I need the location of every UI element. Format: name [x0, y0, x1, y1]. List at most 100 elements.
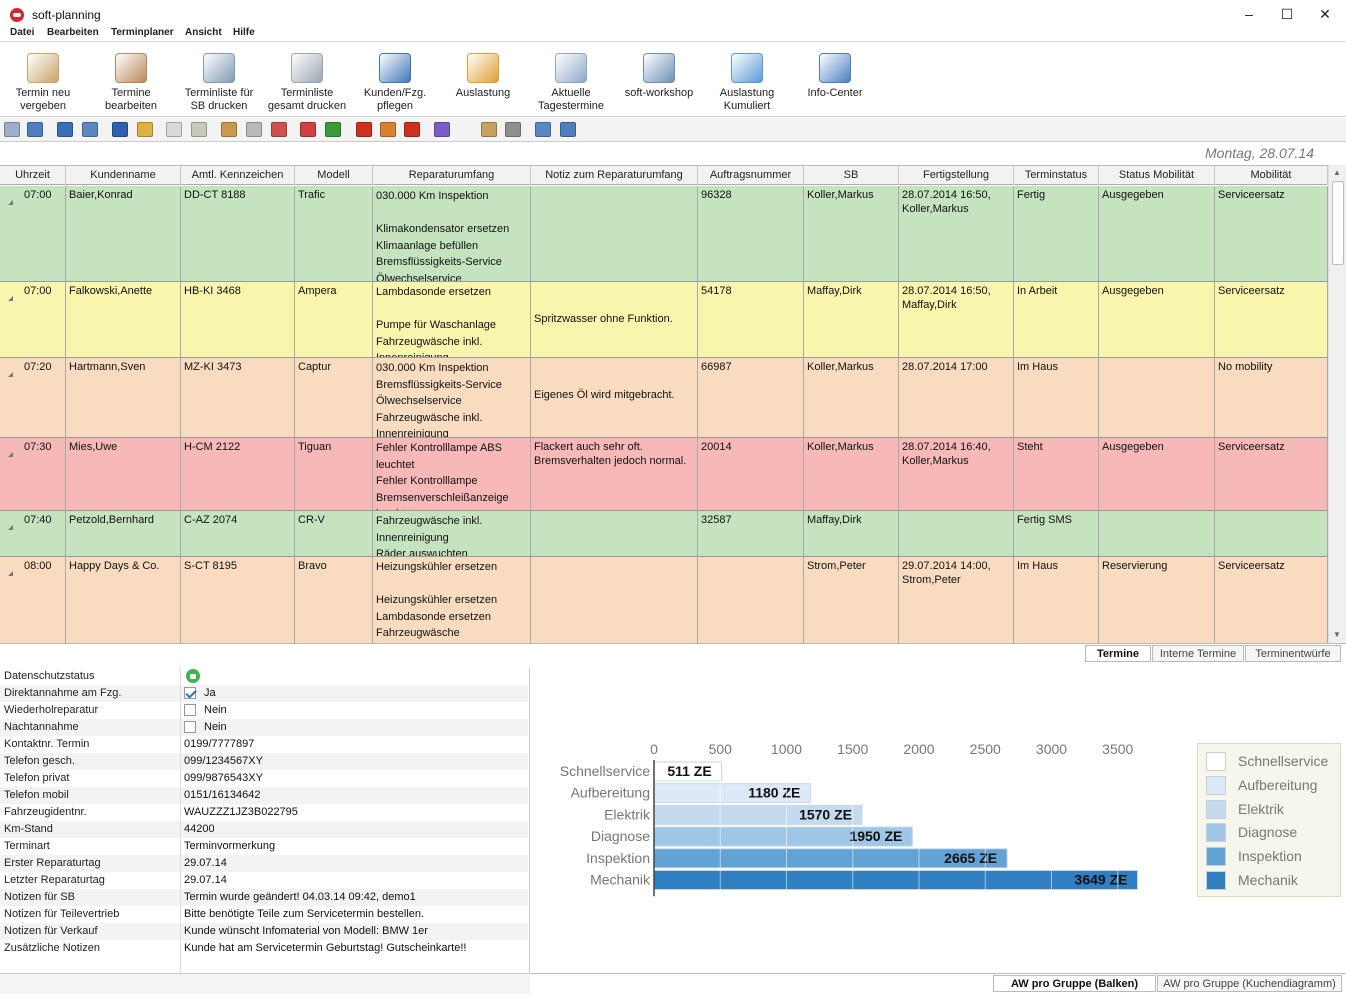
table-row[interactable]: 07:30 Mies,Uwe H-CM 2122 Tiguan Fehler Kontr…: [0, 438, 1328, 511]
copy-document-icon[interactable]: [191, 122, 207, 137]
home-icon[interactable]: [380, 122, 396, 137]
detail-label: Erster Reparaturtag: [4, 857, 101, 869]
table-row[interactable]: 07:00 Falkowski,Anette HB-KI 3468 Ampera Lam…: [0, 282, 1328, 358]
ribbon-button-4[interactable]: Kunden/Fzg. pflegen: [352, 49, 438, 115]
table-row[interactable]: 07:40 Petzold,Bernhard C-AZ 2074 CR-V Fahrze…: [0, 511, 1328, 557]
notes-icon[interactable]: [137, 122, 153, 137]
ribbon-button-6[interactable]: Aktuelle Tagestermine: [528, 49, 614, 115]
data-label: 511 ZE: [667, 763, 711, 779]
calendar-pen-icon: [27, 53, 59, 83]
arrow-left-icon[interactable]: [356, 122, 372, 137]
col-modell-header[interactable]: Modell: [295, 166, 373, 185]
table-row[interactable]: 07:20 Hartmann,Sven MZ-KI 3473 Captur 030.00…: [0, 358, 1328, 438]
detail-value: Nein: [204, 704, 227, 716]
col-sb-header[interactable]: SB: [804, 166, 899, 185]
word-export-icon[interactable]: [112, 122, 128, 137]
ribbon-button-9[interactable]: Info-Center: [792, 49, 878, 115]
col-modell-cell: Tiguan: [295, 438, 373, 510]
data-label: 1570 ZE: [799, 806, 852, 822]
gear-clock-icon: [643, 53, 675, 83]
col-kennzeichen-header[interactable]: Amtl. Kennzeichen: [181, 166, 295, 185]
table-row[interactable]: 08:00 Happy Days & Co. S-CT 8195 Bravo Heizu…: [0, 557, 1328, 643]
tab-terminentwuerfe[interactable]: Terminentwürfe: [1245, 645, 1341, 662]
col-reparaturumfang-cell: 030.000 Km Inspektion Klimakondensator e…: [373, 186, 531, 281]
scroll-down-icon[interactable]: ▼: [1333, 630, 1341, 639]
table-row[interactable]: 07:00 Baier,Konrad DD-CT 8188 Trafic 030.000…: [0, 186, 1328, 282]
row-expand-icon[interactable]: [8, 296, 13, 301]
date-bar: Montag, 28.07.14: [0, 143, 1346, 165]
ribbon-button-3[interactable]: Terminliste gesamt drucken: [264, 49, 350, 115]
approve-icon[interactable]: [325, 122, 341, 137]
import-icon[interactable]: [481, 122, 497, 137]
col-modell-cell: Bravo: [295, 557, 373, 643]
info-icon: [819, 53, 851, 83]
tab-termine[interactable]: Termine: [1085, 645, 1151, 662]
scroll-up-icon[interactable]: ▲: [1333, 168, 1341, 177]
col-sb-cell: Strom,Peter: [804, 557, 899, 643]
grid-vertical-scrollbar[interactable]: ▲ ▼: [1328, 165, 1346, 643]
col-kundenname-cell: Mies,Uwe: [66, 438, 181, 510]
row-expand-icon[interactable]: [8, 200, 13, 205]
menu-hilfe[interactable]: Hilfe: [233, 27, 255, 38]
window-icon[interactable]: [560, 122, 576, 137]
row-expand-icon[interactable]: [8, 525, 13, 530]
row-expand-icon[interactable]: [8, 571, 13, 576]
close-button[interactable]: ✕: [1319, 6, 1331, 22]
ribbon-button-1[interactable]: Termine bearbeiten: [88, 49, 174, 115]
x-tick-label: 500: [709, 741, 733, 757]
col-notiz-header[interactable]: Notiz zum Reparaturumfang: [531, 166, 698, 185]
col-kundenname-cell: Baier,Konrad: [66, 186, 181, 281]
bar-mechanik[interactable]: [653, 870, 1138, 890]
search-icon[interactable]: [82, 122, 98, 137]
ribbon-button-2[interactable]: Terminliste für SB drucken: [176, 49, 262, 115]
ribbon-button-label: Auslastung: [455, 87, 511, 99]
transfer-icon[interactable]: [505, 122, 521, 137]
detail-checkbox[interactable]: [184, 687, 196, 699]
col-mobilitaet-header[interactable]: Mobilität: [1215, 166, 1328, 185]
col-reparaturumfang-header[interactable]: Reparaturumfang: [373, 166, 531, 185]
col-terminstatus-header[interactable]: Terminstatus: [1014, 166, 1099, 185]
edit-document-icon[interactable]: [246, 122, 262, 137]
detail-label: Telefon gesch.: [4, 755, 75, 767]
minimize-button[interactable]: –: [1245, 6, 1253, 22]
col-status-mobilitaet-header[interactable]: Status Mobilität: [1099, 166, 1215, 185]
detail-label: Km-Stand: [4, 823, 53, 835]
send-icon[interactable]: [535, 122, 551, 137]
col-fertigstellung-header[interactable]: Fertigstellung: [899, 166, 1014, 185]
row-expand-icon[interactable]: [8, 372, 13, 377]
appointment-grid: Uhrzeit Kundenname Amtl. Kennzeichen Modell…: [0, 165, 1328, 643]
menu-bearbeiten[interactable]: Bearbeiten: [47, 27, 99, 38]
scrollbar-thumb[interactable]: [1332, 181, 1344, 265]
ribbon-button-label: Auslastung Kumuliert: [719, 87, 775, 112]
col-kundenname-header[interactable]: Kundenname: [66, 166, 181, 185]
ribbon-button-5[interactable]: Auslastung: [440, 49, 526, 115]
maximize-button[interactable]: ☐: [1280, 6, 1294, 22]
col-auftragsnummer-header[interactable]: Auftragsnummer: [698, 166, 804, 185]
col-uhrzeit-header[interactable]: Uhrzeit: [0, 166, 66, 185]
tab-aw-kuchendiagramm[interactable]: AW pro Gruppe (Kuchendiagramm): [1157, 975, 1342, 992]
tab-aw-balken[interactable]: AW pro Gruppe (Balken): [993, 975, 1156, 992]
print-preview-icon[interactable]: [4, 122, 20, 137]
col-mobilitaet-cell: Serviceersatz: [1215, 438, 1328, 510]
delete-document-icon[interactable]: [271, 122, 287, 137]
menu-terminplaner[interactable]: Terminplaner: [111, 27, 174, 38]
tab-interne-termine[interactable]: Interne Termine: [1152, 645, 1244, 662]
color-grid-icon[interactable]: [434, 122, 450, 137]
detail-horizontal-scrollbar[interactable]: [0, 973, 530, 994]
ribbon-button-7[interactable]: soft-workshop: [616, 49, 702, 115]
menu-ansicht[interactable]: Ansicht: [185, 27, 222, 38]
detail-checkbox[interactable]: [184, 704, 196, 716]
check-icon[interactable]: [300, 122, 316, 137]
arrow-right-icon[interactable]: [404, 122, 420, 137]
ribbon-button-label: Termine bearbeiten: [105, 87, 157, 112]
detail-checkbox[interactable]: [184, 721, 196, 733]
detail-row: Telefon gesch. 099/1234567XY: [0, 753, 528, 770]
calendar-view-icon[interactable]: [27, 122, 43, 137]
new-document-icon[interactable]: [166, 122, 182, 137]
row-expand-icon[interactable]: [8, 452, 13, 457]
filter-icon[interactable]: [57, 122, 73, 137]
ribbon-button-8[interactable]: Auslastung Kumuliert: [704, 49, 790, 115]
ribbon-button-0[interactable]: Termin neu vergeben: [0, 49, 86, 115]
export-icon[interactable]: [221, 122, 237, 137]
menu-datei[interactable]: Datei: [10, 27, 35, 38]
